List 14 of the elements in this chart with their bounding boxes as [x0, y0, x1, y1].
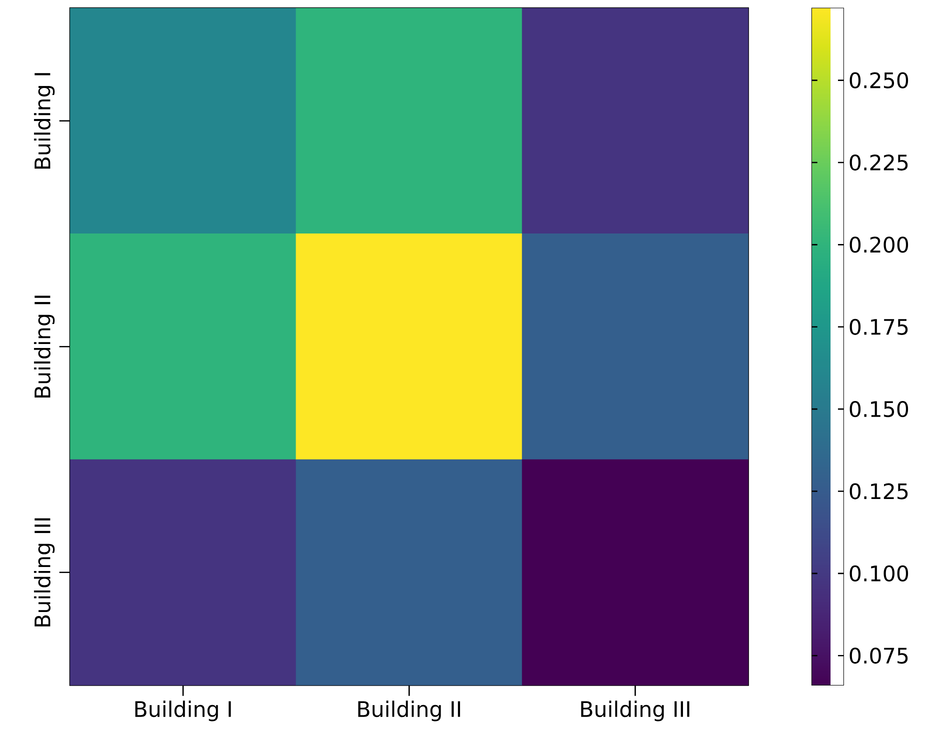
color-bar-label: 0.150	[850, 401, 908, 418]
x-tick-label: Building II	[358, 700, 460, 722]
color-bar-label: 0.125	[850, 483, 908, 500]
y-tick-label: Building I	[34, 73, 55, 169]
x-tick-label: Building III	[581, 700, 690, 722]
color-bar-label: 0.225	[850, 154, 908, 171]
color-bar-label: 0.100	[850, 566, 908, 582]
color-bar-label: 0.200	[850, 236, 908, 253]
color-bar-label: 0.175	[850, 319, 908, 336]
x-tick-label: Building I	[135, 700, 231, 722]
color-bar-label: 0.250	[850, 72, 908, 89]
color-bar-label: 0.075	[850, 648, 908, 664]
y-tick-label: Building II	[34, 296, 55, 398]
y-tick-label: Building III	[34, 518, 55, 627]
